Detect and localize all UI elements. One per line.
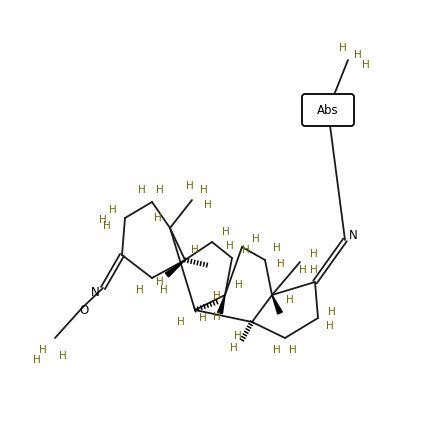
Text: H: H xyxy=(328,307,336,317)
Text: H: H xyxy=(39,345,47,355)
Text: H: H xyxy=(252,234,260,244)
Text: H: H xyxy=(234,331,242,341)
Text: H: H xyxy=(362,60,370,70)
Text: H: H xyxy=(310,265,318,275)
Text: H: H xyxy=(138,185,146,195)
Text: H: H xyxy=(109,205,117,215)
Text: O: O xyxy=(79,303,89,316)
Text: H: H xyxy=(289,345,297,355)
Text: H: H xyxy=(222,227,230,237)
Text: H: H xyxy=(213,291,221,301)
Text: H: H xyxy=(156,185,164,195)
Text: H: H xyxy=(204,200,212,210)
Text: H: H xyxy=(191,245,199,255)
Text: H: H xyxy=(33,355,41,365)
Polygon shape xyxy=(165,260,185,277)
Text: H: H xyxy=(286,295,294,305)
Text: H: H xyxy=(160,285,168,295)
Text: H: H xyxy=(299,265,307,275)
Text: H: H xyxy=(235,280,243,290)
Text: H: H xyxy=(99,215,107,225)
Text: H: H xyxy=(326,321,334,331)
Text: H: H xyxy=(136,285,144,295)
Text: H: H xyxy=(186,181,194,191)
Text: N: N xyxy=(349,228,357,241)
Text: H: H xyxy=(103,221,111,231)
Text: H: H xyxy=(354,50,362,60)
Text: N: N xyxy=(91,286,99,298)
Text: Abs: Abs xyxy=(317,103,339,116)
Text: H: H xyxy=(277,259,285,269)
Polygon shape xyxy=(217,295,225,314)
Text: H: H xyxy=(199,313,207,323)
Text: H: H xyxy=(154,213,162,223)
Text: H: H xyxy=(273,243,281,253)
Text: H: H xyxy=(230,343,238,353)
FancyBboxPatch shape xyxy=(302,94,354,126)
Text: H: H xyxy=(177,317,185,327)
Text: H: H xyxy=(310,249,318,259)
Polygon shape xyxy=(272,295,282,314)
Text: H: H xyxy=(339,43,347,53)
Text: H: H xyxy=(273,345,281,355)
Text: H: H xyxy=(59,351,67,361)
Text: H: H xyxy=(200,185,208,195)
Text: H: H xyxy=(226,241,234,251)
Text: H: H xyxy=(156,277,164,287)
Text: H: H xyxy=(213,312,221,322)
Text: H: H xyxy=(242,245,250,255)
